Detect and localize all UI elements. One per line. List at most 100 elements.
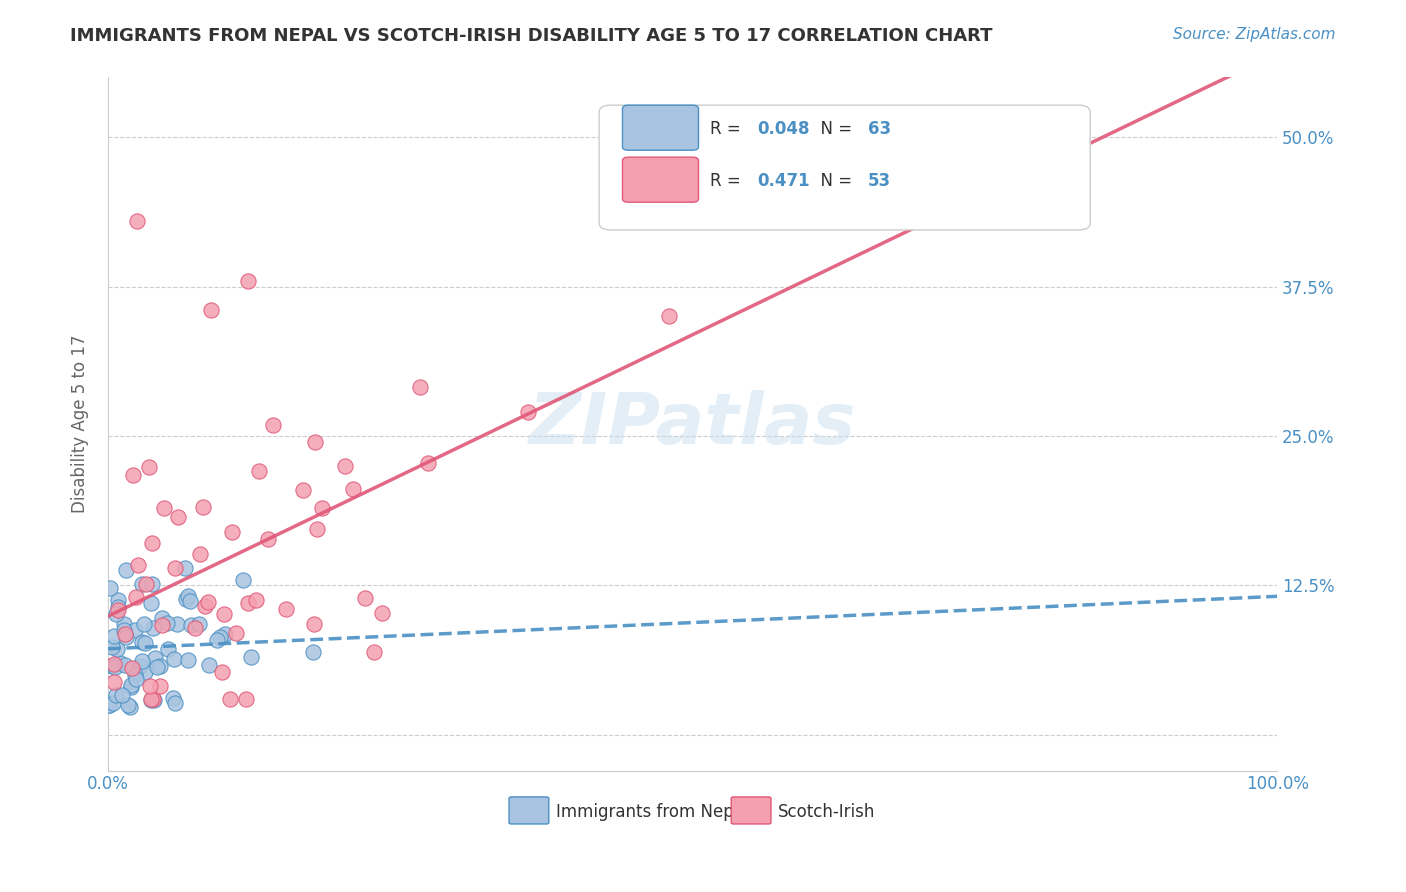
Point	[101, 640, 124, 655]
Point	[127, 558, 149, 572]
Point	[107, 592, 129, 607]
Point	[211, 665, 233, 679]
Text: 0.471: 0.471	[756, 172, 810, 190]
Point	[236, 596, 259, 610]
Point	[124, 590, 146, 604]
Point	[135, 577, 157, 591]
Text: N =: N =	[810, 172, 856, 190]
Point	[146, 660, 169, 674]
Point	[131, 576, 153, 591]
Point	[179, 593, 201, 607]
Point	[125, 672, 148, 686]
Point	[112, 616, 135, 631]
Point	[205, 633, 228, 648]
Point	[139, 693, 162, 707]
Point	[212, 607, 235, 621]
Point	[200, 302, 222, 317]
Point	[219, 692, 242, 706]
Point	[115, 630, 138, 644]
Point	[120, 677, 142, 691]
Point	[245, 592, 267, 607]
Point	[176, 592, 198, 607]
Point	[658, 310, 681, 324]
Text: Immigrants from Nepal: Immigrants from Nepal	[555, 803, 748, 822]
Point	[208, 630, 231, 644]
Point	[104, 688, 127, 702]
Point	[307, 522, 329, 536]
Point	[335, 458, 357, 473]
Point	[104, 660, 127, 674]
Point	[194, 599, 217, 613]
Point	[197, 657, 219, 672]
Text: ZIPatlas: ZIPatlas	[529, 390, 856, 458]
FancyBboxPatch shape	[731, 797, 770, 824]
Point	[121, 661, 143, 675]
Point	[124, 623, 146, 637]
FancyBboxPatch shape	[599, 105, 1090, 230]
Point	[183, 621, 205, 635]
Point	[98, 698, 121, 712]
Text: 63: 63	[868, 120, 891, 138]
Point	[163, 696, 186, 710]
Point	[304, 616, 326, 631]
Text: Scotch-Irish: Scotch-Irish	[778, 803, 876, 822]
Point	[142, 622, 165, 636]
Point	[353, 591, 375, 605]
Point	[101, 658, 124, 673]
Point	[274, 602, 297, 616]
Point	[108, 656, 131, 670]
Point	[141, 576, 163, 591]
Point	[363, 645, 385, 659]
Text: R =: R =	[710, 172, 747, 190]
Point	[302, 645, 325, 659]
Point	[163, 560, 186, 574]
FancyBboxPatch shape	[623, 105, 699, 150]
Point	[107, 600, 129, 615]
Text: IMMIGRANTS FROM NEPAL VS SCOTCH-IRISH DISABILITY AGE 5 TO 17 CORRELATION CHART: IMMIGRANTS FROM NEPAL VS SCOTCH-IRISH DI…	[70, 27, 993, 45]
Point	[105, 607, 128, 621]
Point	[232, 573, 254, 587]
Point	[188, 547, 211, 561]
Point	[124, 668, 146, 682]
Point	[129, 659, 152, 673]
Point	[110, 688, 132, 702]
Point	[221, 524, 243, 539]
Point	[121, 468, 143, 483]
Point	[139, 596, 162, 610]
Point	[98, 698, 121, 713]
Text: Source: ZipAtlas.com: Source: ZipAtlas.com	[1173, 27, 1336, 42]
Point	[149, 658, 172, 673]
Point	[118, 699, 141, 714]
Point	[149, 679, 172, 693]
Point	[256, 532, 278, 546]
Point	[247, 464, 270, 478]
Point	[143, 651, 166, 665]
Point	[138, 460, 160, 475]
Point	[416, 456, 439, 470]
Point	[292, 483, 315, 497]
Point	[114, 626, 136, 640]
Point	[127, 214, 149, 228]
Point	[311, 501, 333, 516]
Point	[101, 697, 124, 711]
Point	[150, 617, 173, 632]
Point	[166, 617, 188, 632]
Point	[179, 618, 201, 632]
Point	[150, 611, 173, 625]
FancyBboxPatch shape	[623, 157, 699, 202]
Text: 0.048: 0.048	[756, 120, 810, 138]
Point	[115, 563, 138, 577]
Point	[370, 606, 392, 620]
Point	[225, 626, 247, 640]
Point	[131, 654, 153, 668]
Point	[197, 595, 219, 609]
Point	[304, 435, 326, 450]
Point	[114, 657, 136, 672]
Point	[139, 692, 162, 706]
Point	[173, 561, 195, 575]
Point	[131, 634, 153, 648]
Point	[156, 642, 179, 657]
Point	[408, 380, 430, 394]
Point	[177, 590, 200, 604]
Point	[103, 674, 125, 689]
